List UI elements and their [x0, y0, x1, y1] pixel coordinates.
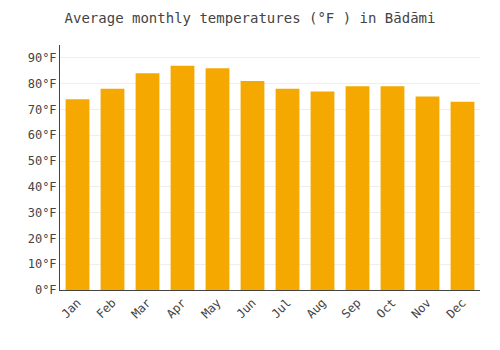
svg-text:Mar: Mar: [129, 296, 154, 321]
svg-text:Average monthly temperatures (: Average monthly temperatures (°F ) in Bā…: [65, 10, 436, 26]
svg-text:90°F: 90°F: [28, 51, 57, 65]
svg-text:40°F: 40°F: [28, 180, 57, 194]
svg-text:Feb: Feb: [94, 296, 119, 321]
svg-text:Sep: Sep: [339, 296, 364, 321]
svg-text:Oct: Oct: [374, 296, 399, 321]
svg-text:Jan: Jan: [59, 296, 84, 321]
svg-text:50°F: 50°F: [28, 154, 57, 168]
svg-text:60°F: 60°F: [28, 128, 57, 142]
svg-text:Jul: Jul: [269, 296, 294, 321]
svg-text:30°F: 30°F: [28, 206, 57, 220]
svg-text:Nov: Nov: [409, 296, 434, 321]
svg-text:0°F: 0°F: [35, 283, 57, 297]
svg-text:70°F: 70°F: [28, 103, 57, 117]
svg-text:Aug: Aug: [304, 296, 329, 321]
svg-text:Apr: Apr: [164, 296, 189, 321]
svg-text:May: May: [199, 296, 224, 321]
svg-text:80°F: 80°F: [28, 77, 57, 91]
svg-text:20°F: 20°F: [28, 232, 57, 246]
svg-text:10°F: 10°F: [28, 257, 57, 271]
svg-text:Dec: Dec: [444, 296, 469, 321]
svg-text:Jun: Jun: [234, 296, 259, 321]
